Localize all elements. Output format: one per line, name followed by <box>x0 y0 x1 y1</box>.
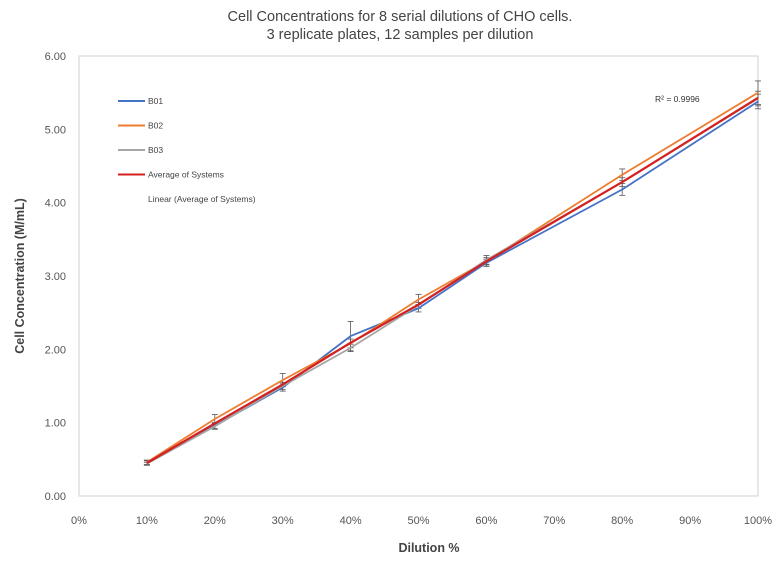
y-axis: 0.00 1.00 2.00 3.00 4.00 5.00 6.00 <box>45 51 66 503</box>
y-tick-label: 1.00 <box>45 418 66 430</box>
chart-title-line-2: 3 replicate plates, 12 samples per dilut… <box>267 27 534 43</box>
legend-label: B02 <box>148 121 163 131</box>
legend: B01 B02 B03 Average of Systems Linear (Avera… <box>118 96 256 204</box>
y-tick-label: 3.00 <box>45 271 66 283</box>
y-tick-label: 2.00 <box>45 344 66 356</box>
x-tick-label: 40% <box>340 515 362 527</box>
x-axis-title: Dilution % <box>398 541 459 555</box>
legend-label: B01 <box>148 96 163 106</box>
x-tick-label: 50% <box>407 515 429 527</box>
x-tick-label: 0% <box>71 515 87 527</box>
x-tick-label: 100% <box>744 515 772 527</box>
y-tick-label: 4.00 <box>45 198 66 210</box>
x-tick-label: 60% <box>475 515 497 527</box>
plot-area <box>78 55 759 497</box>
chart-title-line-1: Cell Concentrations for 8 serial dilutio… <box>228 9 573 25</box>
x-tick-label: 90% <box>679 515 701 527</box>
series-line-average-of-systems <box>146 96 759 464</box>
legend-label: B03 <box>148 145 163 155</box>
y-tick-label: 0.00 <box>45 491 66 503</box>
y-axis-title: Cell Concentration (M/mL) <box>13 198 27 354</box>
x-tick-label: 30% <box>272 515 294 527</box>
x-tick-label: 10% <box>136 515 158 527</box>
legend-label: Linear (Average of Systems) <box>148 194 256 204</box>
y-tick-label: 6.00 <box>45 51 66 63</box>
series-lines <box>146 91 759 465</box>
legend-label: Average of Systems <box>148 170 224 180</box>
r-squared-label: R² = 0.9996 <box>655 94 700 104</box>
y-tick-label: 5.00 <box>45 124 66 136</box>
series-line-b02 <box>146 91 759 464</box>
x-tick-label: 20% <box>204 515 226 527</box>
x-axis: 0% 10% 20% 30% 40% 50% 60% 70% 80% 90% 100% <box>71 515 772 527</box>
x-tick-label: 70% <box>543 515 565 527</box>
x-tick-label: 80% <box>611 515 633 527</box>
